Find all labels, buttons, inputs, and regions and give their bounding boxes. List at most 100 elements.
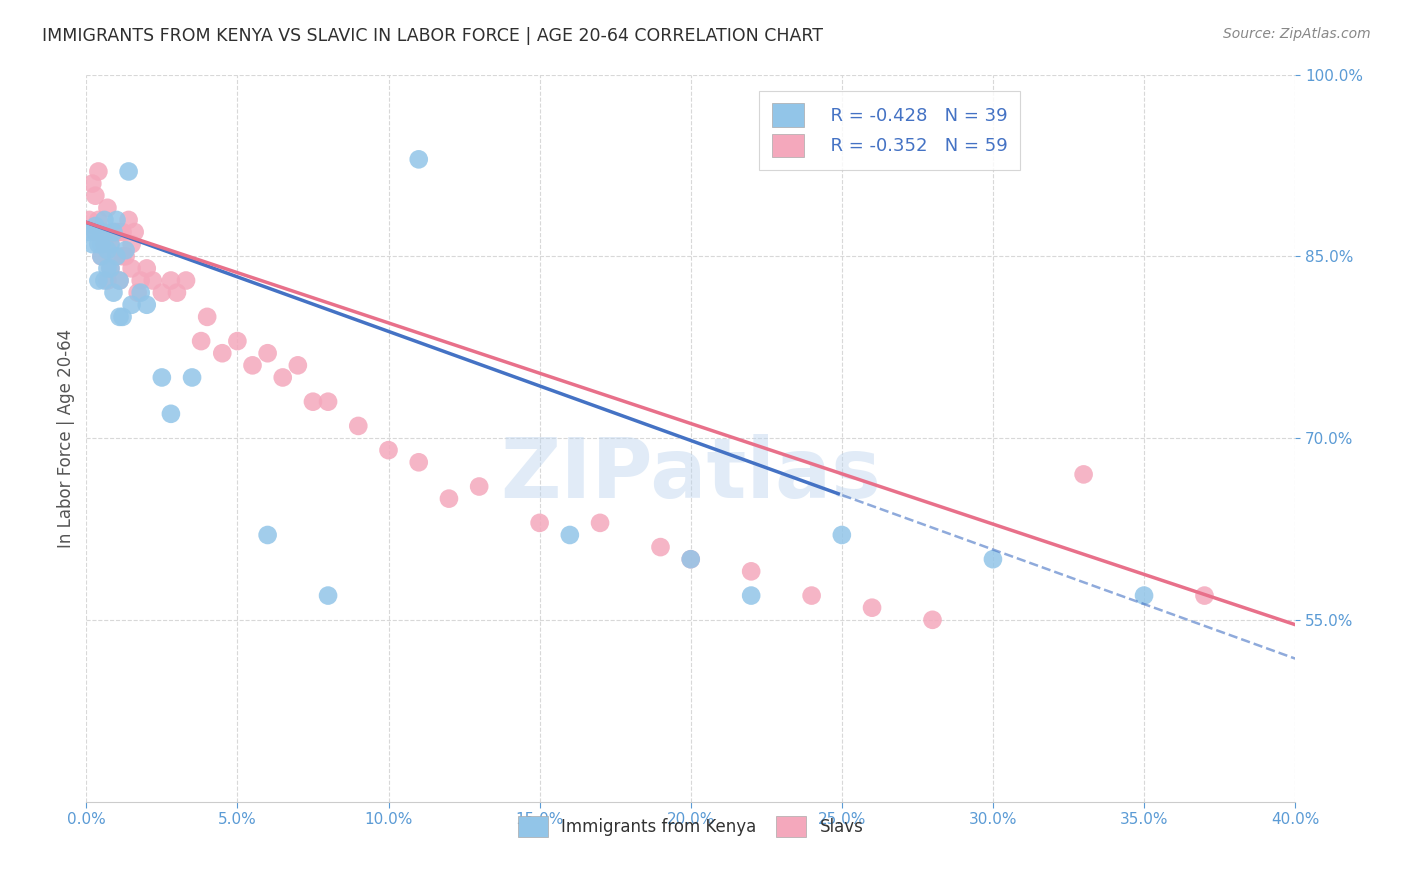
Point [347,418,370,433]
Point [181,370,204,384]
Point [117,213,139,227]
Point [87,237,110,252]
Point [211,346,233,360]
Point [114,249,136,263]
Point [740,589,762,603]
Point [79,213,101,227]
Point [437,491,460,506]
Point [316,589,339,603]
Point [121,298,143,312]
Point [316,394,339,409]
Point [160,273,183,287]
Point [271,370,294,384]
Point [679,552,702,566]
Point [103,225,125,239]
Point [529,516,551,530]
Point [100,237,122,252]
Point [195,310,218,324]
Point [96,273,118,287]
Point [93,237,115,252]
Point [831,528,853,542]
Point [800,589,823,603]
Point [90,249,112,263]
Point [105,213,128,227]
Point [129,285,152,300]
Point [90,225,112,239]
Point [93,213,115,227]
Point [84,225,107,239]
Point [105,249,128,263]
Point [79,225,101,239]
Point [287,359,309,373]
Point [87,213,110,227]
Point [100,261,122,276]
Point [408,153,430,167]
Point [108,273,131,287]
Point [1133,589,1156,603]
Point [96,244,118,258]
Point [90,249,112,263]
Point [921,613,943,627]
Point [160,407,183,421]
Point [108,273,131,287]
Point [127,285,149,300]
Point [117,164,139,178]
Point [468,479,491,493]
Point [124,225,146,239]
Point [111,225,134,239]
Point [87,164,110,178]
Point [242,359,264,373]
Point [84,225,107,239]
Point [256,346,278,360]
Point [93,225,115,239]
Point [103,285,125,300]
Text: Source: ZipAtlas.com: Source: ZipAtlas.com [1223,27,1371,41]
Point [82,237,104,252]
Point [740,565,762,579]
Point [129,273,152,287]
Point [100,261,122,276]
Point [82,177,104,191]
Point [103,225,125,239]
Point [190,334,212,348]
Point [150,370,173,384]
Y-axis label: In Labor Force | Age 20-64: In Labor Force | Age 20-64 [58,328,75,548]
Point [256,528,278,542]
Point [96,261,118,276]
Point [226,334,249,348]
Point [111,310,134,324]
Point [105,225,128,239]
Point [408,455,430,469]
Point [981,552,1004,566]
Point [100,237,122,252]
Legend: Immigrants from Kenya, Slavs: Immigrants from Kenya, Slavs [512,809,870,844]
Point [650,540,672,554]
Point [105,249,128,263]
Point [860,600,883,615]
Point [377,443,399,458]
Point [108,225,131,239]
Point [174,273,197,287]
Text: IMMIGRANTS FROM KENYA VS SLAVIC IN LABOR FORCE | AGE 20-64 CORRELATION CHART: IMMIGRANTS FROM KENYA VS SLAVIC IN LABOR… [42,27,823,45]
Point [1194,589,1216,603]
Point [589,516,612,530]
Point [166,285,188,300]
Point [93,273,115,287]
Point [121,261,143,276]
Point [1073,467,1095,482]
Point [108,310,131,324]
Point [96,201,118,215]
Point [121,237,143,252]
Point [90,237,112,252]
Point [142,273,165,287]
Point [111,249,134,263]
Point [87,273,110,287]
Point [679,552,702,566]
Point [90,225,112,239]
Point [150,285,173,300]
Point [135,298,157,312]
Text: ZIPatlas: ZIPatlas [501,434,882,515]
Point [114,244,136,258]
Point [135,261,157,276]
Point [558,528,581,542]
